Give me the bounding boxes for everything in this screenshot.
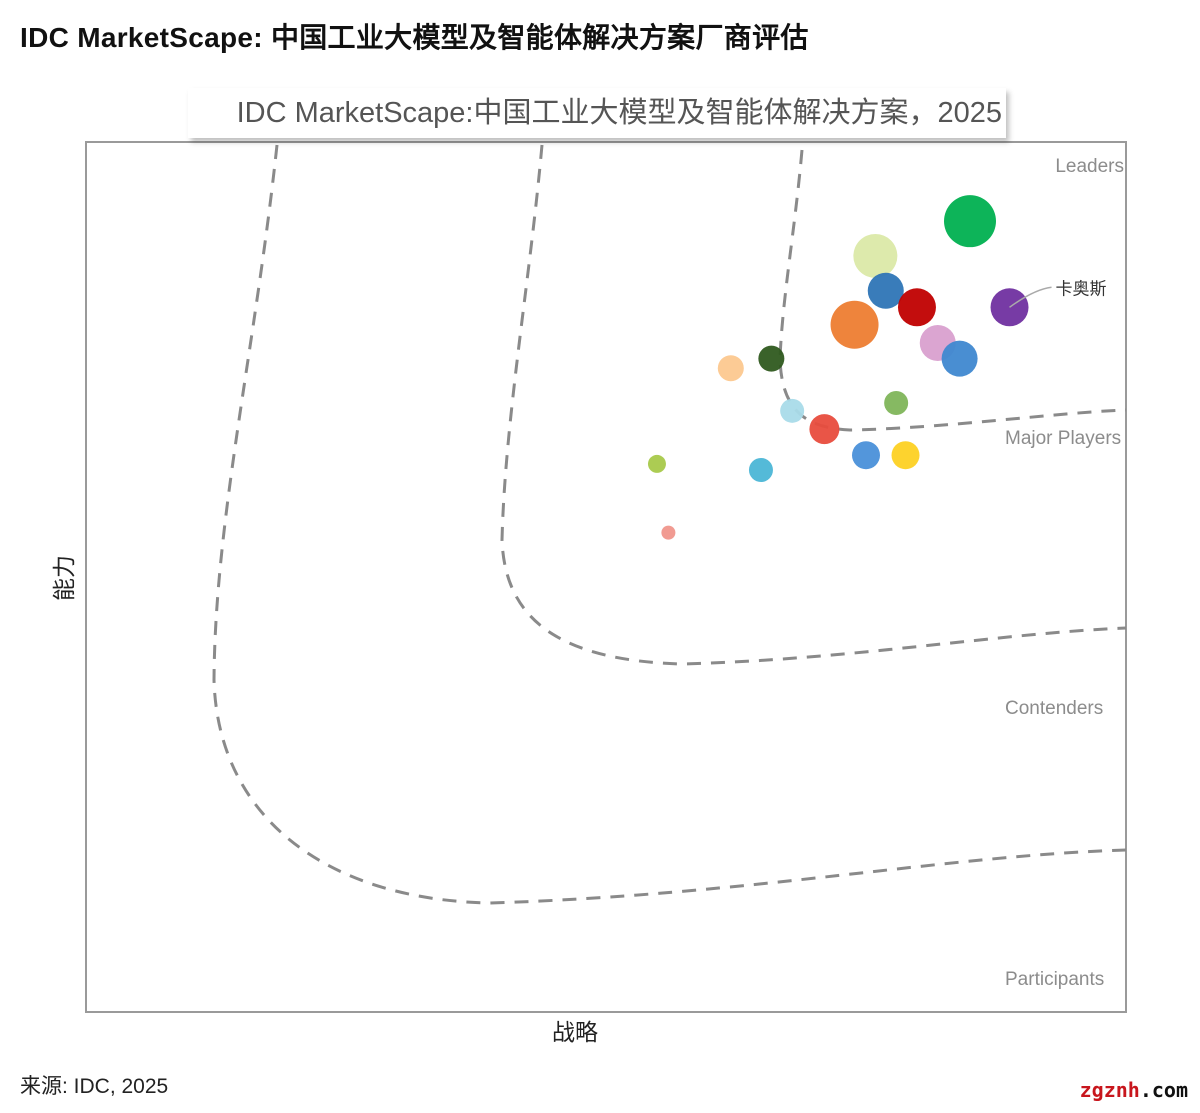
source-note: 来源: IDC, 2025 <box>20 1075 169 1098</box>
bubble-2 <box>853 233 898 278</box>
bubble-11 <box>780 398 805 423</box>
segment-label-contenders: Contenders <box>1005 698 1103 719</box>
segment-label-major-players: Major Players <box>1005 428 1121 449</box>
segment-label-leaders: Leaders <box>1055 156 1124 177</box>
headline: IDC MarketScape: 中国工业大模型及智能体解决方案厂商评估 <box>20 22 809 53</box>
chart-title: IDC MarketScape:中国工业大模型及智能体解决方案，2025 <box>188 88 1006 138</box>
bubble-6 <box>830 300 879 349</box>
watermark-logo: zgznh.com <box>1080 1078 1188 1102</box>
bubble-18 <box>661 525 676 540</box>
bubble-13 <box>809 414 840 445</box>
bubble-16 <box>647 454 666 473</box>
bubble-9 <box>717 355 744 382</box>
bubble-12 <box>884 391 909 415</box>
bubble-8 <box>941 340 978 377</box>
plot-area <box>85 141 1127 1013</box>
major-players-boundary <box>500 144 1127 666</box>
bubble-1 <box>944 195 996 248</box>
y-axis-label: 能力 <box>52 555 78 601</box>
bubble-15 <box>891 441 920 470</box>
watermark-part1: zgznh <box>1079 1078 1140 1102</box>
bubble-14 <box>852 441 880 470</box>
bubble-label-leader-line <box>1009 286 1052 308</box>
bubble-4 <box>897 288 936 327</box>
segment-label-participants: Participants <box>1005 969 1104 990</box>
x-axis-label: 战略 <box>552 1020 598 1046</box>
bubble-label: 卡奥斯 <box>1056 279 1107 299</box>
leaders-boundary <box>778 149 1127 432</box>
bubble-17 <box>748 457 773 482</box>
bubble-10 <box>758 345 785 372</box>
watermark-part2: .com <box>1139 1078 1188 1102</box>
bubbles-group: 卡奥斯 <box>647 195 1107 540</box>
bubble-3 <box>867 272 904 309</box>
contenders-boundary <box>212 144 1127 905</box>
